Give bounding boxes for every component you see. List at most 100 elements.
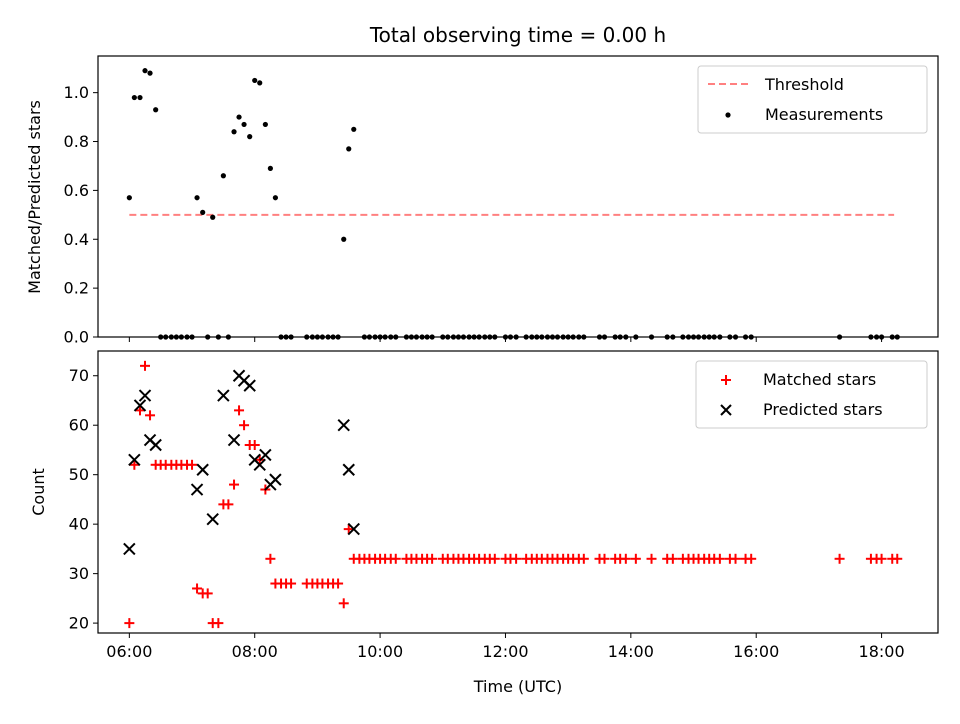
- predicted-point: [133, 399, 147, 412]
- measurement-point: [126, 195, 132, 201]
- measurement-point: [267, 165, 273, 171]
- y-tick-label: 70: [69, 366, 89, 385]
- matched-point: [229, 479, 240, 490]
- bottom-legend: Matched stars Predicted stars: [695, 360, 928, 429]
- x-tick-label: 08:00: [232, 642, 278, 661]
- matched-point: [213, 618, 224, 629]
- matched-point: [630, 553, 641, 564]
- predicted-point: [149, 438, 162, 452]
- matched-point: [140, 360, 151, 371]
- legend-measurements-marker: [725, 112, 731, 118]
- y-tick-label: 60: [69, 416, 89, 435]
- legend-matched-marker: [721, 375, 731, 385]
- matched-point: [390, 553, 401, 564]
- predicted-point: [206, 513, 219, 526]
- matched-point: [746, 553, 757, 564]
- predicted-point: [342, 463, 355, 476]
- bottom-y-ticks: 20 30 40 50 60 70: [69, 366, 98, 633]
- measurement-point: [220, 173, 226, 179]
- measurement-point: [262, 121, 268, 128]
- measurement-point: [241, 121, 247, 128]
- y-tick-label: 0.6: [64, 181, 89, 200]
- matched-point: [265, 553, 276, 564]
- predicted-point: [190, 483, 204, 496]
- predicted-point: [253, 458, 266, 471]
- y-tick-label: 0.8: [64, 132, 89, 151]
- y-tick-label: 0.2: [64, 279, 89, 298]
- matched-point: [343, 524, 354, 535]
- matched-point: [667, 553, 678, 564]
- measurement-point: [252, 77, 258, 84]
- bottom-x-ticks: 06:00 08:00 10:00 12:00 14:00 16:00 18:00: [106, 633, 905, 661]
- top-x-ticks: [128, 337, 883, 342]
- measurement-point: [272, 195, 279, 201]
- measurement-point: [137, 94, 143, 101]
- legend-matched-label: Matched stars: [763, 370, 876, 389]
- matched-point: [249, 440, 260, 450]
- y-tick-label: 50: [69, 465, 89, 484]
- x-tick-label: 16:00: [733, 642, 779, 661]
- measurement-point: [351, 126, 357, 132]
- matched-point: [187, 459, 198, 470]
- matched-point: [834, 553, 845, 564]
- y-tick-label: 20: [69, 614, 89, 633]
- predicted-point: [217, 389, 230, 402]
- y-tick-label: 0.0: [64, 328, 89, 347]
- predicted-point: [123, 542, 136, 556]
- measurement-point: [200, 209, 206, 215]
- y-tick-label: 1.0: [64, 83, 89, 102]
- top-legend-box: [697, 65, 928, 134]
- bottom-legend-box: [695, 360, 928, 429]
- measurement-point: [194, 195, 200, 201]
- matched-point: [135, 405, 145, 416]
- y-tick-label: 0.4: [64, 230, 89, 249]
- measurement-point: [247, 134, 253, 140]
- matched-point: [730, 553, 741, 564]
- matched-point: [129, 459, 140, 470]
- measurement-point: [236, 114, 242, 120]
- bottom-y-axis-label: Count: [29, 468, 48, 516]
- x-tick-label: 10:00: [357, 642, 403, 661]
- matched-point: [202, 588, 213, 599]
- matched-point: [124, 618, 135, 629]
- matched-point: [620, 553, 631, 564]
- matched-point: [876, 553, 887, 564]
- predicted-point: [347, 522, 360, 536]
- matched-point: [234, 405, 245, 416]
- matched-point: [599, 553, 610, 564]
- top-marks: [126, 68, 900, 340]
- matched-point: [646, 553, 657, 564]
- x-tick-label: 14:00: [608, 642, 654, 661]
- top-y-ticks: 0.0 0.2 0.4 0.6 0.8 1.0: [64, 83, 98, 347]
- matched-point: [427, 553, 438, 564]
- x-tick-label: 12:00: [482, 642, 528, 661]
- matched-point: [892, 553, 903, 564]
- chart-title: Total observing time = 0.00 h: [369, 23, 666, 47]
- matched-point: [578, 553, 589, 564]
- measurement-point: [131, 94, 137, 101]
- matched-point: [286, 578, 297, 589]
- matched-point: [489, 553, 500, 564]
- measurement-point: [257, 80, 263, 86]
- matched-point: [223, 499, 234, 510]
- bottom-panel: 20 30 40 50 60 70 06:00 08:00 10:00 12:00 14:00 16…: [29, 350, 939, 696]
- measurement-point: [210, 214, 216, 220]
- predicted-point: [138, 389, 152, 402]
- predicted-point: [337, 419, 350, 432]
- x-tick-label: 06:00: [106, 642, 152, 661]
- measurement-point: [153, 107, 159, 113]
- predicted-point: [227, 433, 241, 447]
- predicted-point: [243, 379, 256, 392]
- top-y-axis-label: Matched/Predicted stars: [25, 100, 44, 294]
- matched-point: [239, 420, 250, 431]
- predicted-point: [269, 473, 282, 486]
- legend-predicted-label: Predicted stars: [763, 400, 883, 419]
- legend-measurements-label: Measurements: [765, 105, 883, 124]
- matched-point: [511, 553, 522, 564]
- y-tick-label: 40: [69, 515, 89, 534]
- predicted-point: [128, 453, 141, 467]
- matched-point: [333, 578, 344, 589]
- bottom-marks: [123, 360, 903, 629]
- x-axis-label: Time (UTC): [473, 677, 562, 696]
